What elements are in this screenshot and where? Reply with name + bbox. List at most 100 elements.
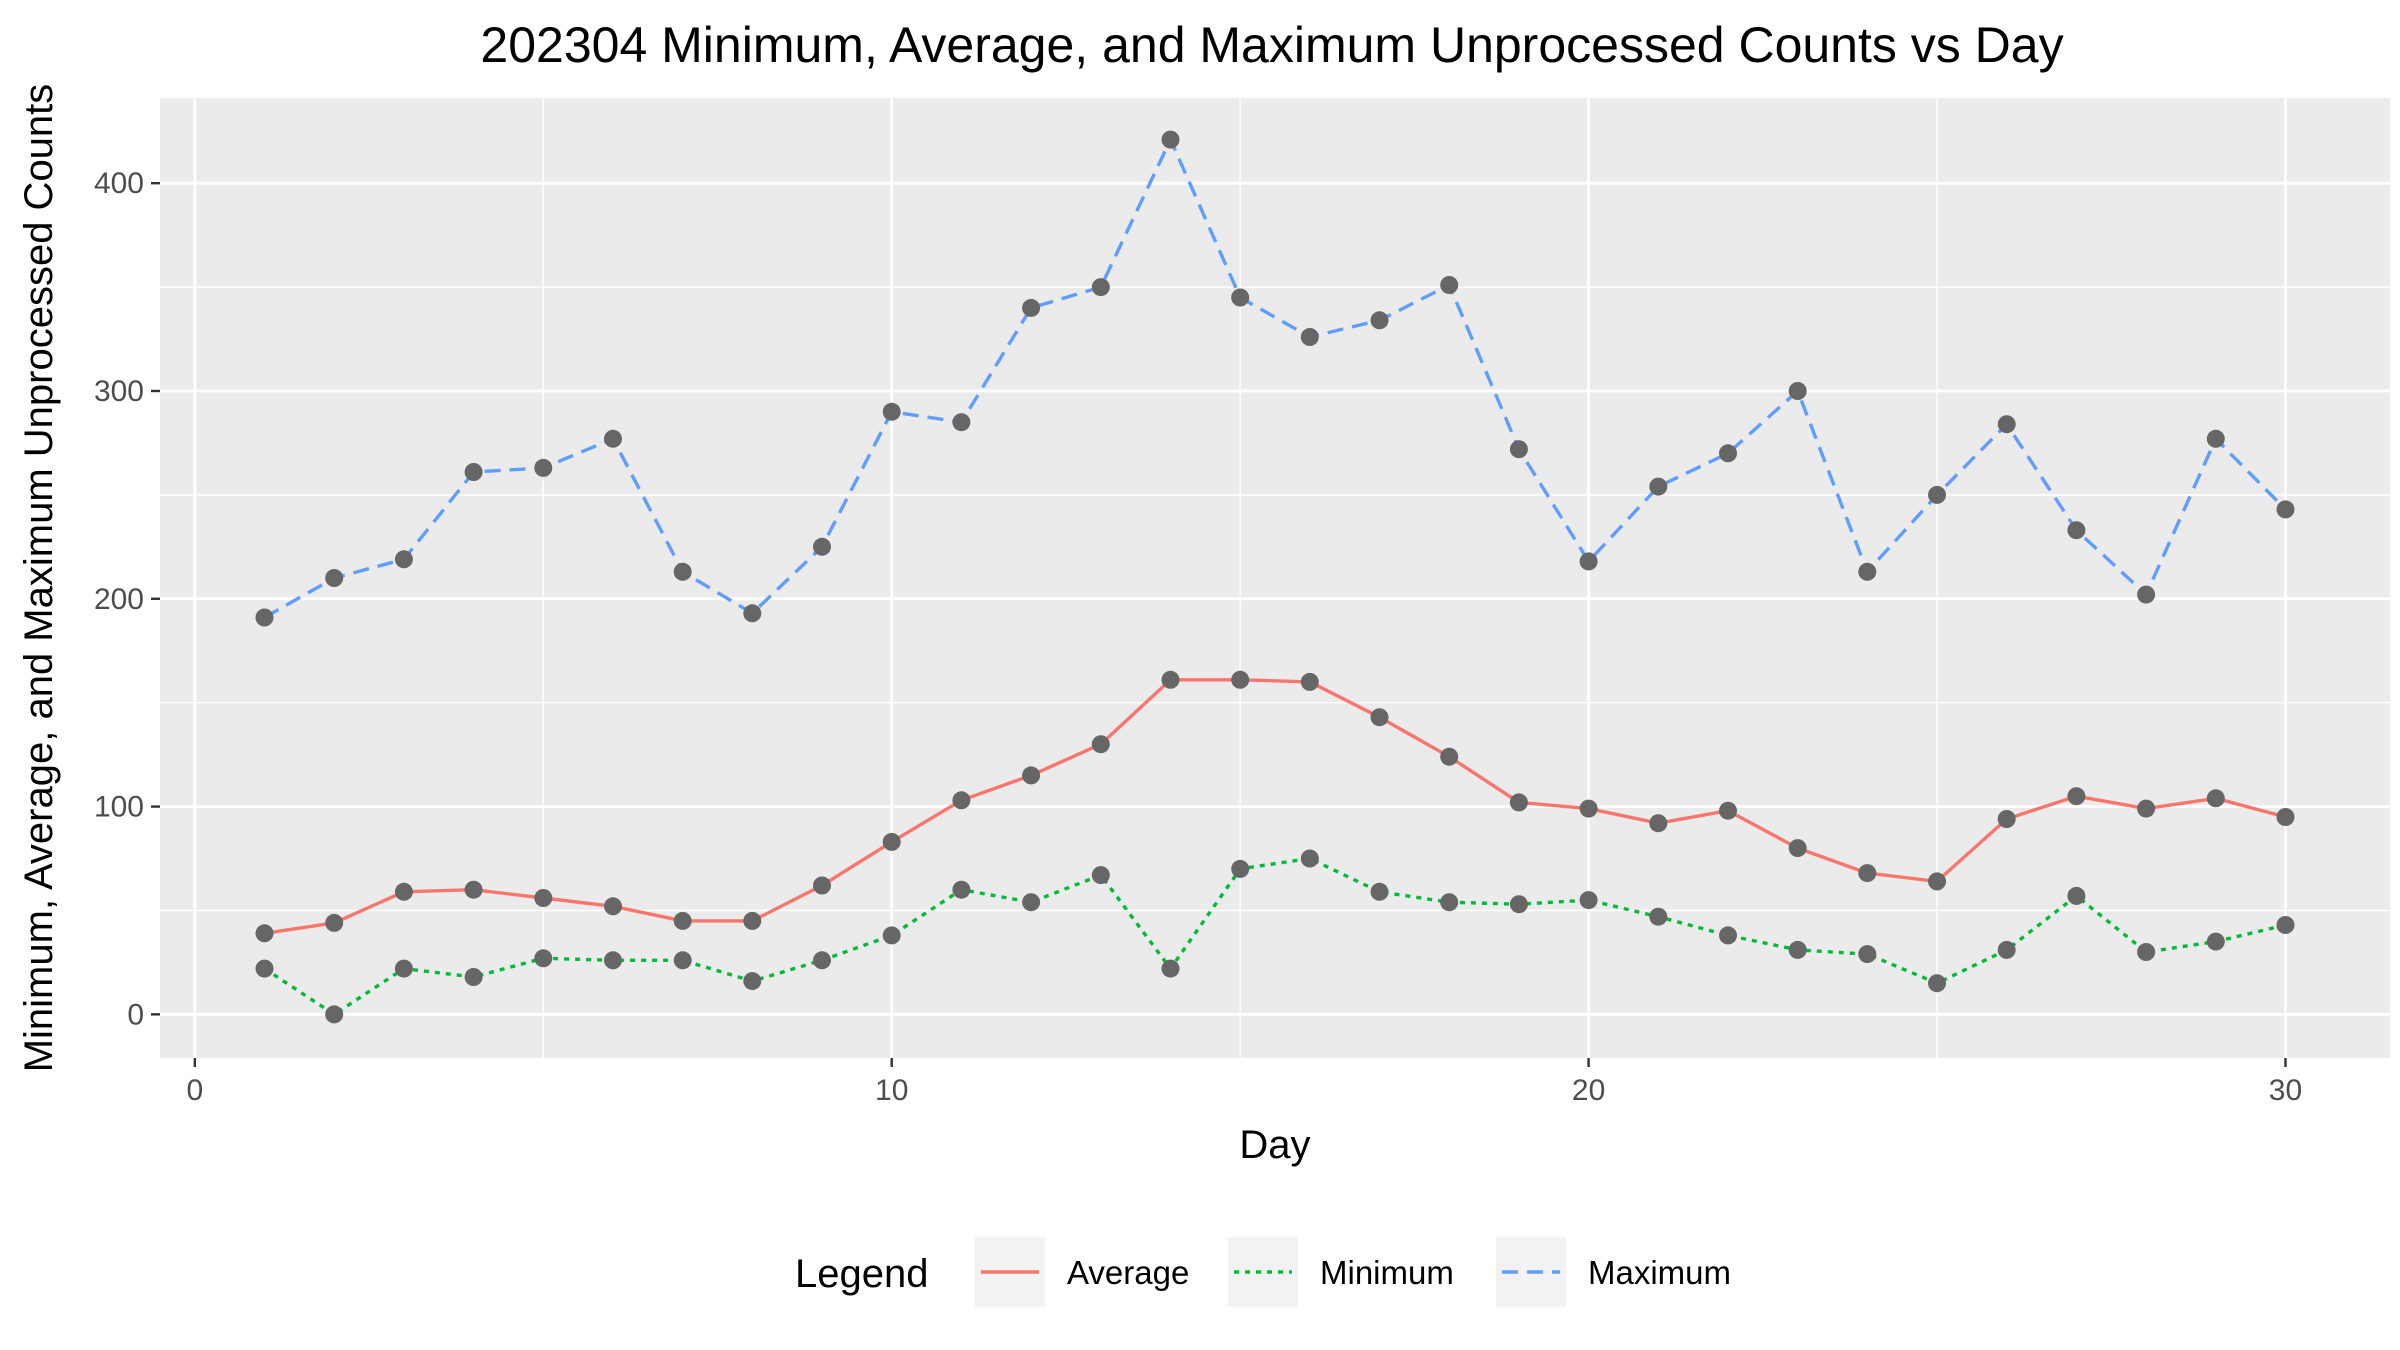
data-point-maximum bbox=[2206, 429, 2225, 448]
x-axis-title: Day bbox=[1239, 1123, 1310, 1167]
legend-key-minimum bbox=[1228, 1237, 1298, 1307]
data-point-average bbox=[1997, 810, 2016, 828]
data-point-average bbox=[325, 913, 344, 932]
data-point-average bbox=[1440, 747, 1459, 766]
axis-ticks bbox=[151, 181, 2287, 1067]
data-point-minimum bbox=[1928, 974, 1946, 993]
data-point-minimum bbox=[2206, 932, 2225, 951]
x-tick-label: 0 bbox=[187, 1074, 204, 1107]
data-point-minimum bbox=[2137, 943, 2156, 961]
data-point-minimum bbox=[952, 880, 971, 899]
data-point-average bbox=[464, 880, 483, 899]
legend: Legend Average Minimum Maximum bbox=[795, 1237, 1731, 1307]
x-tick-label: 10 bbox=[875, 1074, 908, 1107]
data-point-minimum bbox=[882, 926, 901, 945]
data-point-average bbox=[1788, 839, 1807, 858]
data-point-average bbox=[1300, 672, 1319, 691]
data-point-minimum bbox=[743, 972, 762, 991]
data-point-average bbox=[1719, 801, 1737, 820]
data-point-average bbox=[2206, 789, 2225, 808]
data-point-maximum bbox=[1649, 477, 1668, 496]
data-point-average bbox=[1509, 793, 1528, 812]
data-point-minimum bbox=[2067, 886, 2086, 905]
series-line-minimum bbox=[263, 856, 2286, 1017]
data-point-average bbox=[2067, 787, 2086, 806]
data-point-minimum bbox=[1300, 849, 1319, 868]
data-point-maximum bbox=[1161, 130, 1180, 149]
plot-background bbox=[160, 98, 2390, 1058]
data-point-minimum bbox=[604, 951, 622, 970]
data-point-maximum bbox=[743, 604, 762, 623]
data-point-average bbox=[952, 791, 971, 810]
series-line-average bbox=[264, 678, 2286, 935]
data-point-average bbox=[394, 882, 413, 901]
data-point-minimum bbox=[1579, 891, 1598, 910]
data-point-minimum bbox=[813, 951, 831, 970]
series-line-maximum bbox=[263, 137, 2287, 619]
data-point-maximum bbox=[1231, 288, 1250, 307]
data-point-minimum bbox=[394, 959, 413, 978]
data-point-maximum bbox=[1300, 328, 1319, 346]
y-tick-label: 300 bbox=[94, 375, 144, 408]
data-point-average bbox=[1649, 814, 1668, 833]
data-point-minimum bbox=[1997, 940, 2016, 959]
y-tick-label: 100 bbox=[94, 791, 144, 824]
data-point-maximum bbox=[1509, 440, 1528, 459]
data-point-maximum bbox=[882, 402, 901, 421]
data-point-maximum bbox=[813, 537, 831, 556]
data-point-maximum bbox=[952, 413, 971, 432]
data-point-maximum bbox=[2276, 500, 2295, 519]
data-point-minimum bbox=[1719, 926, 1737, 945]
data-point-maximum bbox=[1370, 311, 1389, 330]
x-tick-label: 30 bbox=[2269, 1074, 2302, 1107]
y-tick-label: 400 bbox=[94, 167, 144, 200]
data-point-minimum bbox=[2276, 916, 2295, 934]
legend-label-maximum: Maximum bbox=[1588, 1254, 1731, 1291]
data-point-average bbox=[1022, 766, 1041, 785]
data-point-minimum bbox=[1022, 893, 1041, 912]
data-point-maximum bbox=[534, 458, 553, 477]
data-point-maximum bbox=[1997, 415, 2016, 434]
data-point-maximum bbox=[1788, 382, 1807, 400]
data-point-maximum bbox=[673, 562, 692, 581]
data-point-minimum bbox=[673, 951, 692, 970]
data-points bbox=[255, 130, 2295, 1024]
data-point-average bbox=[2276, 808, 2295, 826]
data-point-maximum bbox=[1440, 276, 1459, 294]
data-point-minimum bbox=[1091, 866, 1110, 885]
data-point-minimum bbox=[464, 968, 483, 986]
data-point-minimum bbox=[325, 1005, 344, 1024]
data-point-minimum bbox=[1440, 893, 1459, 912]
data-point-average bbox=[1161, 670, 1180, 689]
data-point-maximum bbox=[1719, 444, 1737, 463]
data-point-maximum bbox=[1091, 278, 1110, 297]
y-tick-label: 0 bbox=[127, 998, 144, 1031]
data-point-average bbox=[534, 889, 553, 907]
data-point-maximum bbox=[394, 550, 413, 569]
data-point-maximum bbox=[255, 608, 274, 627]
legend-label-average: Average bbox=[1067, 1254, 1189, 1291]
data-point-maximum bbox=[325, 569, 344, 587]
data-point-minimum bbox=[255, 959, 274, 978]
y-tick-label: 200 bbox=[94, 583, 144, 616]
data-point-average bbox=[813, 876, 831, 895]
data-point-minimum bbox=[1788, 940, 1807, 959]
series-lines bbox=[263, 137, 2287, 1017]
data-point-average bbox=[604, 897, 622, 916]
legend-title: Legend bbox=[795, 1252, 928, 1296]
data-point-average bbox=[882, 832, 901, 851]
data-point-maximum bbox=[1858, 562, 1877, 581]
data-point-minimum bbox=[534, 949, 553, 968]
data-point-maximum bbox=[1022, 298, 1041, 317]
data-point-average bbox=[1370, 708, 1389, 727]
data-point-maximum bbox=[1579, 552, 1598, 571]
data-point-maximum bbox=[604, 429, 622, 448]
data-point-average bbox=[1579, 799, 1598, 818]
data-point-average bbox=[1928, 872, 1946, 891]
y-axis-title: Minimum, Average, and Maximum Unprocesse… bbox=[17, 84, 61, 1073]
x-tick-label: 20 bbox=[1572, 1074, 1605, 1107]
data-point-average bbox=[1231, 670, 1250, 689]
gridlines bbox=[160, 98, 2390, 1058]
data-point-minimum bbox=[1509, 895, 1528, 914]
